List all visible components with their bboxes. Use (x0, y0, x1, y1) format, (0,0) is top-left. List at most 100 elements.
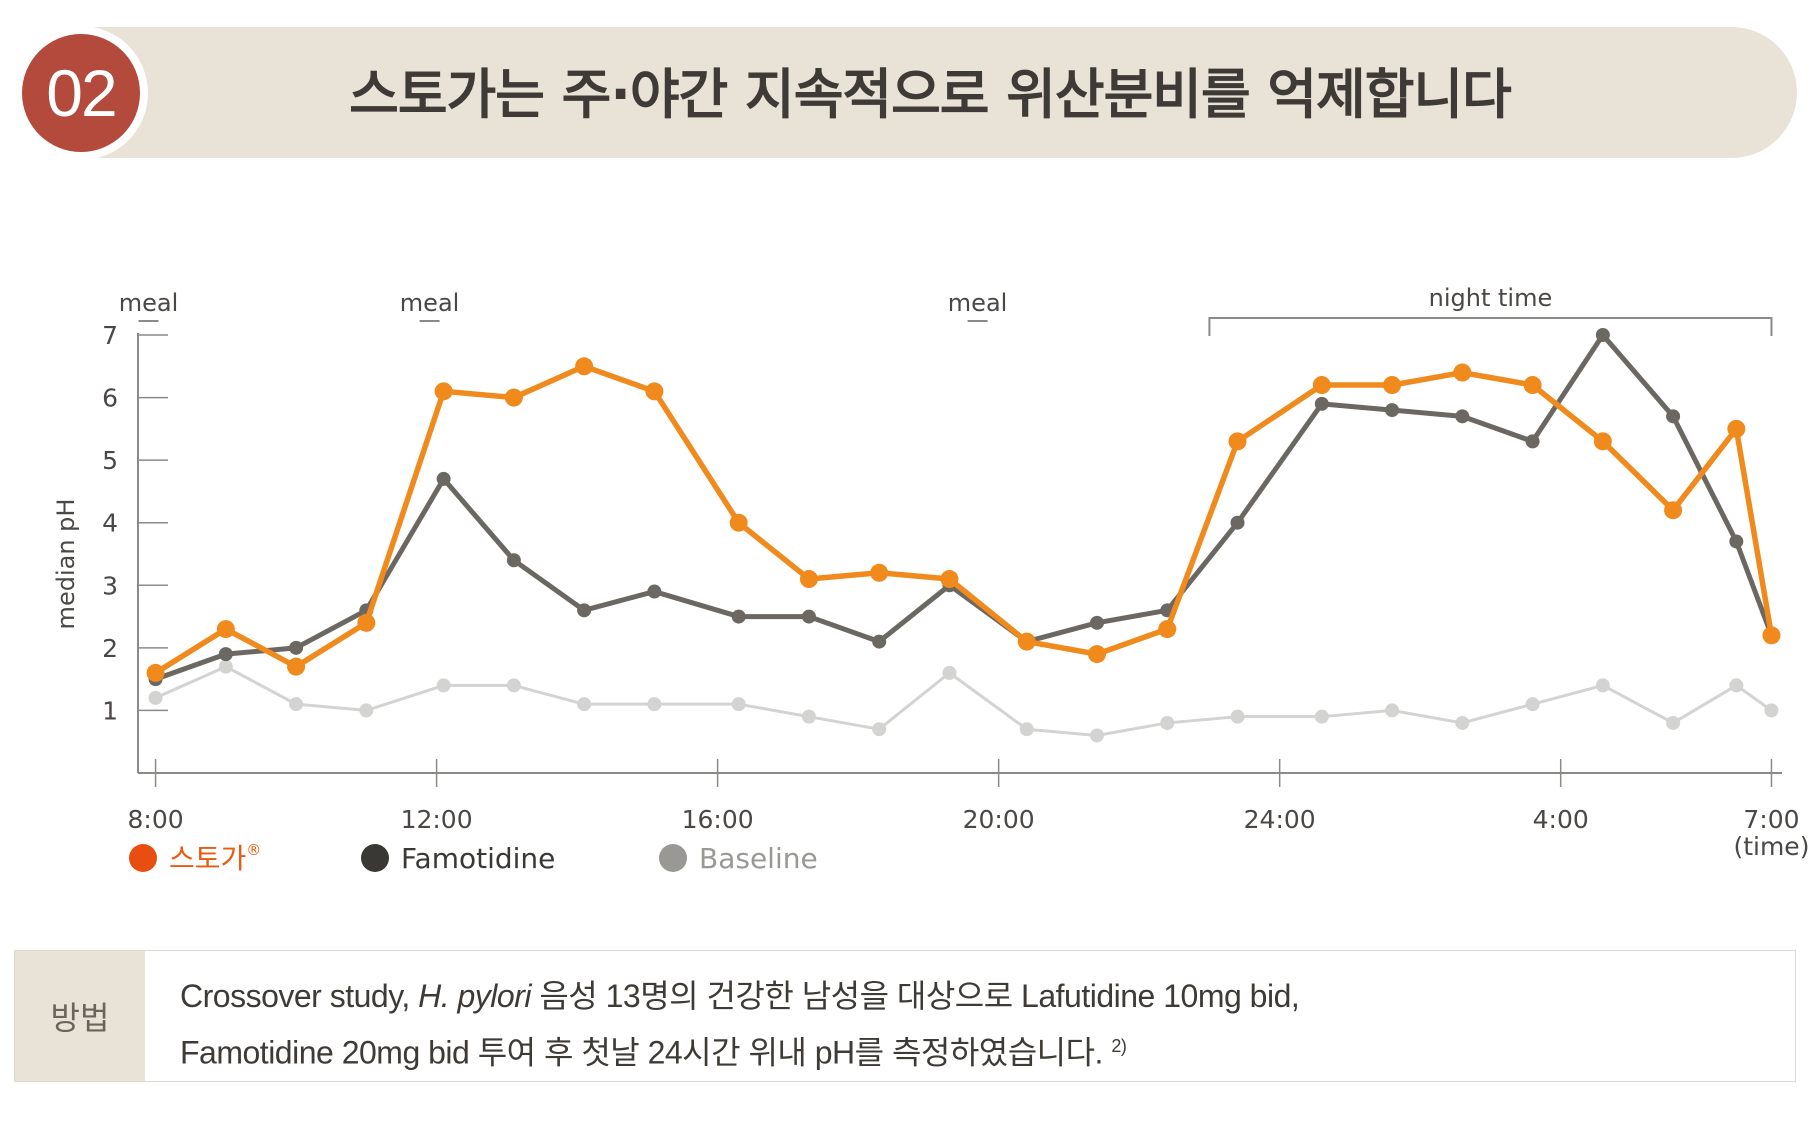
data-point (1088, 645, 1106, 664)
data-point (1019, 722, 1034, 737)
series-line-baseline (154, 665, 1773, 737)
data-point (506, 678, 521, 693)
legend-label: 스토가® (169, 841, 261, 875)
legend-marker (361, 844, 389, 872)
data-point (1385, 403, 1400, 418)
data-point (218, 647, 233, 662)
data-point (1158, 620, 1177, 639)
data-point (1595, 328, 1610, 342)
meal-annotation: meal (948, 289, 1008, 317)
y-tick-label: 6 (102, 384, 118, 413)
method-description: Crossover study, H. pylori 음성 13명의 건강한 남… (180, 971, 1760, 1078)
data-point (1593, 432, 1612, 451)
method-line1-italic: H. pylori (418, 978, 531, 1014)
y-tick-label: 4 (102, 509, 118, 538)
x-tick-label: 16:00 (682, 805, 754, 834)
x-axis-unit-label: (time) (1733, 832, 1809, 861)
data-point (289, 697, 304, 712)
x-tick-label: 24:00 (1244, 805, 1316, 834)
data-point (1453, 363, 1472, 382)
data-point (289, 640, 304, 655)
data-point (1090, 728, 1104, 743)
data-point (575, 357, 594, 376)
data-point (942, 665, 957, 680)
data-point (1090, 615, 1104, 630)
data-point (287, 657, 306, 676)
method-line2: Famotidine 20mg bid 투여 후 첫날 24시간 위내 pH를 … (180, 1034, 1103, 1071)
data-point (577, 603, 592, 618)
data-point (1383, 376, 1402, 395)
y-axis-label: median pH (52, 499, 80, 630)
data-point (1455, 409, 1470, 424)
x-tick-label: 8:00 (127, 805, 183, 834)
y-tick-label: 3 (102, 571, 118, 600)
page-title: 스토가는 주·야간 지속적으로 위산분비를 억제합니다 (349, 63, 1512, 126)
data-point (504, 388, 523, 407)
section-number-badge: 02 (22, 34, 140, 152)
data-point (1230, 709, 1245, 724)
legend-label: Baseline (699, 842, 818, 875)
data-point (359, 703, 374, 718)
data-point (1017, 632, 1036, 651)
legend-marker (129, 844, 157, 872)
method-line1-a: Crossover study, (180, 978, 419, 1014)
data-point (1729, 678, 1744, 693)
data-point (1314, 709, 1329, 724)
x-tick-label: 20:00 (963, 805, 1035, 834)
x-tick-label: 12:00 (401, 805, 473, 834)
data-point (1455, 715, 1470, 730)
y-tick-label: 2 (102, 634, 118, 663)
data-point (146, 663, 165, 682)
data-point (1314, 396, 1329, 411)
method-label: 방법 (15, 951, 145, 1081)
data-point (1727, 419, 1746, 438)
series-line- (152, 363, 1775, 676)
data-point (801, 609, 816, 624)
reference-marker: 2) (1111, 1036, 1127, 1056)
y-tick-label: 7 (102, 321, 118, 350)
data-point (1312, 376, 1331, 395)
data-point (436, 471, 451, 486)
data-point (1666, 715, 1681, 730)
data-point (1764, 703, 1779, 718)
data-point (731, 697, 746, 712)
data-point (1595, 678, 1610, 693)
data-point (731, 609, 746, 624)
night-time-bracket (1208, 317, 1773, 336)
data-point (1525, 434, 1540, 449)
data-point (1160, 715, 1175, 730)
data-point (1230, 515, 1245, 530)
data-point (1523, 376, 1542, 395)
data-point (1664, 501, 1683, 520)
legend-label: Famotidine (401, 842, 555, 875)
data-point (1666, 409, 1681, 424)
x-tick-label: 4:00 (1533, 805, 1589, 834)
meal-annotation: meal (119, 289, 179, 317)
data-point (436, 678, 451, 693)
data-point (434, 382, 453, 401)
data-point (645, 382, 664, 401)
data-point (1228, 432, 1247, 451)
data-point (940, 570, 959, 589)
data-point (799, 570, 818, 589)
data-point (1525, 697, 1540, 712)
data-point (577, 697, 592, 712)
data-point (506, 553, 521, 568)
registered-mark: ® (246, 841, 261, 859)
data-point (357, 613, 376, 632)
x-tick-label: 7:00 (1743, 805, 1799, 834)
data-point (1385, 703, 1400, 718)
data-point (148, 690, 163, 705)
data-point (647, 584, 662, 599)
method-box: 방법 Crossover study, H. pylori 음성 13명의 건강… (14, 950, 1796, 1082)
data-point (870, 563, 889, 582)
data-point (218, 659, 233, 674)
ph-line-chart: 1 2 3 4 5 6 7 median pH 8:00 12:00 16:00 20:00 24:00… (52, 284, 1809, 875)
data-point (1762, 626, 1781, 645)
data-point (801, 709, 816, 724)
legend-marker (659, 844, 687, 872)
meal-annotation: meal (400, 289, 460, 317)
y-tick-label: 1 (102, 696, 118, 725)
y-tick-label: 5 (102, 446, 118, 475)
data-point (729, 513, 748, 532)
